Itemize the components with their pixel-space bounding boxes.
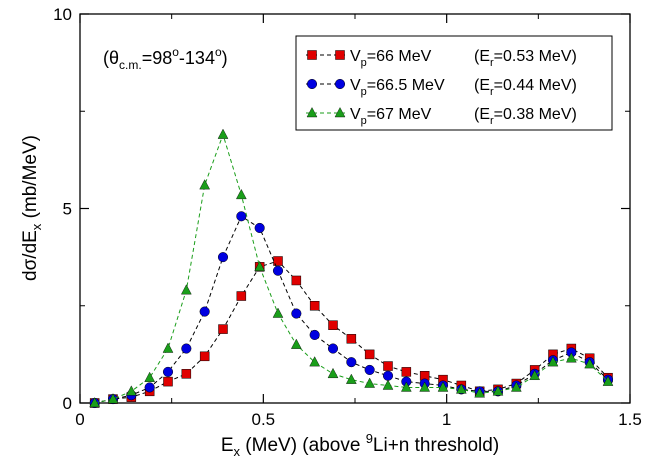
data-point	[181, 343, 192, 354]
legend-label: Vp=66.5 MeV	[350, 77, 445, 98]
data-point	[272, 265, 284, 276]
legend-marker	[334, 107, 346, 118]
legend-marker	[334, 78, 346, 90]
data-point	[107, 393, 119, 404]
data-point	[199, 179, 210, 190]
y-tick-label: 5	[63, 200, 72, 219]
data-point	[327, 367, 339, 379]
legend-label: Vp=67 MeV	[350, 106, 432, 127]
data-point	[492, 385, 504, 396]
condition-annotation: (θc.m.=98o-134o)	[103, 45, 228, 72]
legend-marker	[306, 107, 318, 118]
data-point	[383, 361, 393, 371]
legend-resonance-label: (Er=0.38 MeV)	[474, 106, 577, 127]
data-point	[126, 385, 137, 396]
y-tick-label: 10	[53, 5, 72, 24]
series-square	[89, 256, 613, 408]
data-point	[254, 222, 265, 233]
data-point	[346, 373, 357, 384]
data-point	[547, 356, 559, 367]
data-point	[364, 377, 375, 388]
data-point	[529, 369, 540, 380]
data-point	[236, 188, 247, 200]
data-point	[217, 128, 229, 139]
axis-ticks: 0 0.5 1 1.5 0 5 10	[53, 5, 642, 429]
data-point	[382, 379, 394, 390]
data-point	[364, 364, 375, 375]
data-point	[199, 351, 210, 362]
data-point	[364, 349, 375, 360]
legend-resonance-label: (Er=0.53 MeV)	[474, 48, 577, 69]
x-axis-title: Ex (MeV) (above 9Li+n threshold)	[221, 431, 499, 459]
data-point	[511, 381, 522, 392]
legend-item: Vp=66.5 MeV (Er=0.44 MeV)	[306, 77, 577, 98]
x-tick-label: 1	[442, 410, 451, 429]
data-point	[566, 352, 577, 363]
data-point	[456, 383, 467, 394]
data-point	[584, 358, 595, 369]
data-point	[144, 382, 155, 393]
data-point	[217, 252, 229, 263]
legend-item: Vp=66 MeV (Er=0.53 MeV)	[306, 48, 577, 69]
legend: Vp=66 MeV (Er=0.53 MeV) Vp=66.5 MeV (Er=0.4…	[295, 35, 613, 131]
legend-resonance-label: (Er=0.44 MeV)	[474, 77, 577, 98]
data-point	[602, 375, 614, 386]
data-point	[474, 387, 485, 398]
data-point	[346, 357, 357, 368]
data-point	[309, 301, 320, 311]
data-point	[291, 308, 302, 319]
data-point	[291, 275, 302, 286]
data-point	[309, 356, 320, 367]
data-point	[291, 338, 302, 349]
data-point	[181, 369, 192, 379]
data-point	[163, 376, 173, 387]
y-tick-label: 0	[63, 394, 72, 413]
data-point	[327, 343, 339, 354]
data-point	[309, 329, 320, 340]
legend-frame	[295, 35, 613, 131]
legend-marker	[307, 50, 317, 60]
series-group	[89, 128, 614, 409]
data-point	[162, 342, 174, 353]
data-point	[236, 211, 247, 222]
data-point	[437, 381, 449, 392]
series-line	[94, 260, 609, 404]
data-point	[346, 334, 357, 344]
data-point	[254, 260, 265, 272]
data-point	[382, 370, 394, 381]
data-point	[419, 381, 430, 392]
y-axis-title: dσ/dEx (mb/MeV)	[20, 135, 44, 281]
data-point	[162, 366, 174, 377]
legend-item: Vp=67 MeV (Er=0.38 MeV)	[306, 106, 577, 127]
data-point	[401, 367, 412, 377]
series-triangle	[89, 128, 614, 408]
series-line	[94, 133, 609, 404]
data-point	[272, 307, 284, 318]
data-point	[144, 371, 155, 382]
data-point	[89, 397, 100, 408]
data-point	[273, 256, 283, 266]
x-tick-label: 1.5	[618, 410, 642, 429]
legend-marker	[306, 78, 318, 90]
data-point	[328, 320, 338, 330]
data-point	[236, 291, 247, 301]
data-point	[401, 381, 412, 392]
data-point	[181, 284, 192, 295]
data-point	[218, 324, 228, 334]
legend-label: Vp=66 MeV	[350, 48, 432, 69]
x-tick-label: 0	[75, 410, 84, 429]
x-tick-label: 0.5	[252, 410, 276, 429]
data-point	[199, 306, 210, 317]
legend-marker	[335, 50, 345, 60]
